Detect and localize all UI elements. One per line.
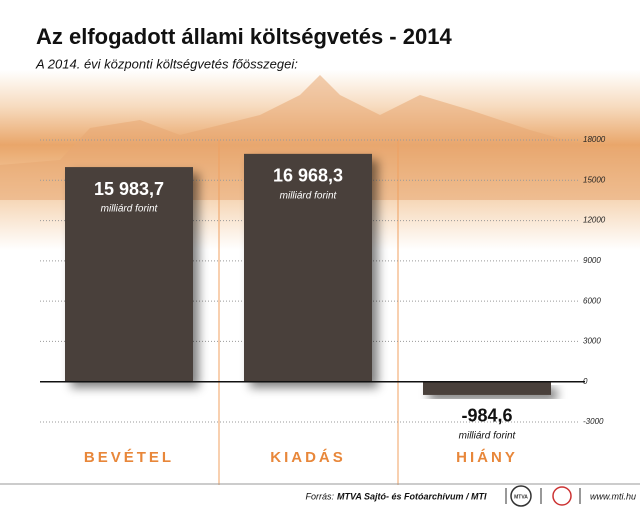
x-tick-label: HIÁNY [456,449,518,466]
website: www.mti.hu [590,491,636,501]
logo-text: MTVA [514,494,528,500]
y-tick-label: 15000 [583,175,606,184]
chart-title: Az elfogadott állami költségvetés - 2014 [36,24,452,49]
y-tick-label: 0 [583,377,588,386]
bar [65,167,193,382]
y-tick-label: -3000 [583,417,604,426]
value-label: 16 968,3 [273,166,343,186]
source-prefix: Forrás: [305,491,334,501]
y-tick-label: 12000 [583,216,606,225]
unit-label: milliárd forint [459,431,517,442]
unit-label: milliárd forint [101,204,159,215]
source: MTVA Sajtó- és Fotóarchívum / MTI [337,491,487,501]
x-tick-label: KIADÁS [270,449,346,466]
unit-label: milliárd forint [280,190,338,201]
y-tick-label: 18000 [583,135,606,144]
logo-mti [552,486,572,506]
x-tick-label: BEVÉTEL [84,449,174,466]
logo-mtva [510,485,532,507]
bar [244,153,372,382]
bar [423,381,551,395]
y-tick-label: 9000 [583,256,601,265]
chart-subtitle: A 2014. évi központi költségvetés főössz… [35,56,298,71]
value-label: -984,6 [461,406,512,426]
value-label: 15 983,7 [94,179,164,199]
y-tick-label: 6000 [583,296,601,305]
y-tick-label: 3000 [583,337,601,346]
